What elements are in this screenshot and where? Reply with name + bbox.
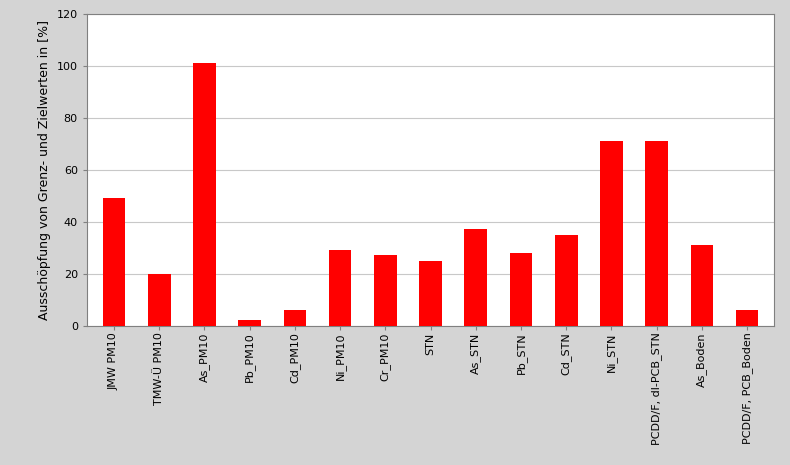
- Bar: [419, 260, 442, 326]
- Bar: [103, 198, 126, 326]
- Bar: [329, 250, 352, 326]
- Bar: [690, 245, 713, 326]
- Bar: [465, 229, 487, 326]
- Y-axis label: Ausschöpfung von Grenz- und Zielwerten in [%]: Ausschöpfung von Grenz- und Zielwerten i…: [38, 20, 51, 320]
- Bar: [148, 273, 171, 325]
- Bar: [600, 141, 623, 326]
- Bar: [194, 63, 216, 326]
- Bar: [374, 255, 397, 326]
- Bar: [284, 310, 307, 325]
- Bar: [239, 320, 261, 326]
- Bar: [735, 310, 758, 325]
- Bar: [510, 253, 532, 326]
- Bar: [555, 235, 577, 326]
- Bar: [645, 141, 668, 326]
